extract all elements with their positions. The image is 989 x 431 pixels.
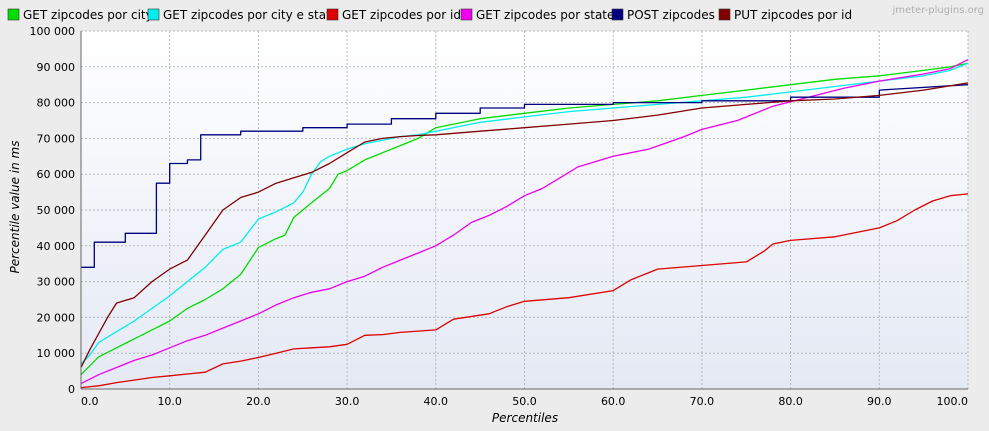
x-tick-label: 70.0 (690, 395, 715, 408)
axes (80, 31, 968, 390)
x-tick-label: 30.0 (335, 395, 360, 408)
y-tick-labels: 0 10 000 20 000 30 000 40 000 50 000 60 000 70 … (30, 25, 76, 396)
x-axis-label: Percentiles (492, 411, 558, 425)
legend-swatch (611, 8, 624, 21)
legend-swatch (7, 8, 20, 21)
x-tick-label: 10.0 (157, 395, 182, 408)
y-tick-label: 80 000 (37, 97, 76, 110)
series-line-1 (80, 62, 969, 365)
series-line-0 (80, 62, 969, 376)
x-tick-label: 80.0 (778, 395, 803, 408)
y-tick-label: 100 000 (30, 25, 76, 38)
y-tick-label: 40 000 (37, 240, 76, 253)
x-tick-label: 60.0 (601, 395, 626, 408)
x-tick-label: 50.0 (512, 395, 537, 408)
y-tick-label: 10 000 (37, 347, 76, 360)
y-tick-label: 90 000 (37, 61, 76, 74)
watermark: jmeter-plugins.org (891, 5, 984, 16)
legend-label: POST zipcodes (627, 8, 715, 22)
y-tick-label: 30 000 (37, 276, 76, 289)
legend-label: GET zipcodes por state (476, 8, 614, 22)
y-tick-label: 70 000 (37, 132, 76, 145)
y-tick-label: 60 000 (37, 168, 76, 181)
legend-label: GET zipcodes por city e state (163, 8, 338, 22)
y-tick-label: 0 (68, 383, 75, 396)
y-axis-label: Percentile value in ms (8, 141, 22, 274)
x-tick-label: 40.0 (424, 395, 449, 408)
x-tick-labels: 0.0 10.0 20.0 30.0 40.0 50.0 60.0 70.0 80.0 90.0 1… (81, 395, 968, 408)
legend: GET zipcodes por city GET zipcodes por ci… (7, 8, 852, 22)
series-line-4 (81, 84, 969, 268)
legend-swatch (326, 8, 339, 21)
series-lines (80, 59, 969, 389)
y-tick-label: 50 000 (37, 204, 76, 217)
plot-area (81, 31, 968, 389)
legend-label: GET zipcodes por id (342, 8, 461, 22)
x-tick-label: 20.0 (246, 395, 271, 408)
legend-swatch (147, 8, 160, 21)
y-tick-label: 20 000 (37, 311, 76, 324)
x-tick-label: 90.0 (867, 395, 892, 408)
legend-label: GET zipcodes por city (23, 8, 153, 22)
x-tick-label: 100.0 (937, 395, 969, 408)
legend-swatch (460, 8, 473, 21)
legend-swatch (718, 8, 731, 21)
series-line-2 (80, 193, 969, 389)
x-tick-label: 0.0 (81, 395, 99, 408)
series-line-5 (80, 82, 969, 368)
series-line-3 (80, 59, 969, 385)
legend-label: PUT zipcodes por id (734, 8, 852, 22)
